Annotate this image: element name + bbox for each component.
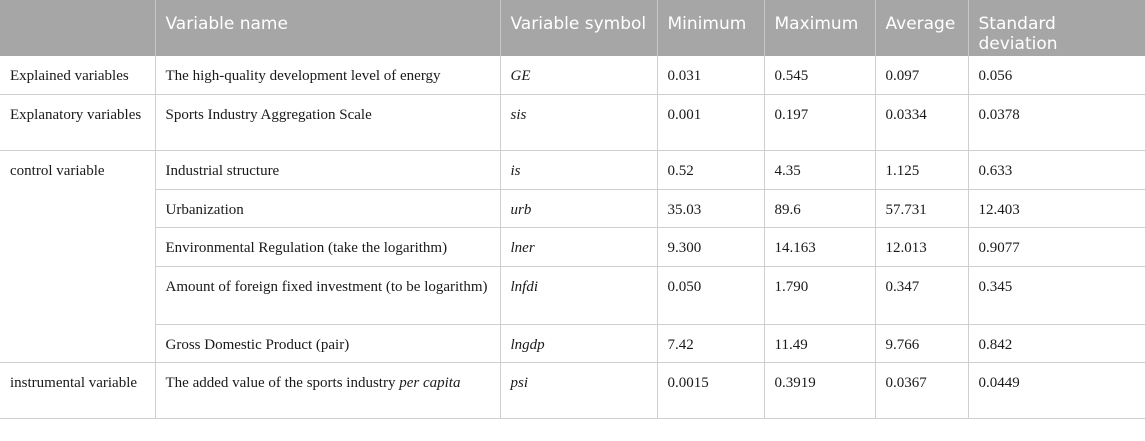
maximum-value: 14.163 xyxy=(763,227,875,267)
sd-value: 0.633 xyxy=(967,150,1145,190)
average-value: 0.347 xyxy=(874,266,968,325)
variable-name: The high-quality development level of en… xyxy=(154,56,500,95)
variable-name: Sports Industry Aggregation Scale xyxy=(154,94,500,151)
variable-symbol: sis xyxy=(499,94,657,151)
variable-name: Environmental Regulation (take the logar… xyxy=(154,227,500,267)
table-row: Explained variables The high-quality dev… xyxy=(0,56,1145,95)
table-row: Amount of foreign fixed investment (to b… xyxy=(0,266,1145,325)
sd-value: 0.0378 xyxy=(967,94,1145,151)
descriptive-statistics-table: Variable name Variable symbol Minimum Ma… xyxy=(0,0,1145,419)
sd-value: 0.0449 xyxy=(967,362,1145,419)
minimum-value: 35.03 xyxy=(656,189,764,228)
table-row: Explanatory variables Sports Industry Ag… xyxy=(0,94,1145,151)
variable-name: Gross Domestic Product (pair) xyxy=(154,324,500,363)
header-variable-name: Variable name xyxy=(154,0,500,56)
average-value: 1.125 xyxy=(874,150,968,190)
header-maximum: Maximum xyxy=(763,0,875,56)
sd-value: 0.9077 xyxy=(967,227,1145,267)
maximum-value: 1.790 xyxy=(763,266,875,325)
variable-symbol: lngdp xyxy=(499,324,657,363)
variable-name: Amount of foreign fixed investment (to b… xyxy=(154,266,500,325)
variable-name: Industrial structure xyxy=(154,150,500,190)
average-value: 57.731 xyxy=(874,189,968,228)
maximum-value: 0.545 xyxy=(763,56,875,95)
variable-symbol: psi xyxy=(499,362,657,419)
table-row: Environmental Regulation (take the logar… xyxy=(0,227,1145,267)
variable-name: Urbanization xyxy=(154,189,500,228)
variable-name-italic: per capita xyxy=(399,374,461,391)
minimum-value: 0.0015 xyxy=(656,362,764,419)
header-blank xyxy=(0,0,155,56)
minimum-value: 7.42 xyxy=(656,324,764,363)
table-row: Gross Domestic Product (pair) lngdp 7.42… xyxy=(0,324,1145,363)
sd-value: 0.056 xyxy=(967,56,1145,95)
variable-symbol: urb xyxy=(499,189,657,228)
minimum-value: 0.050 xyxy=(656,266,764,325)
maximum-value: 0.3919 xyxy=(763,362,875,419)
header-average: Average xyxy=(874,0,968,56)
variable-symbol: lner xyxy=(499,227,657,267)
variable-symbol: is xyxy=(499,150,657,190)
maximum-value: 4.35 xyxy=(763,150,875,190)
table-row: Urbanization urb 35.03 89.6 57.731 12.40… xyxy=(0,189,1145,228)
group-label: control variable xyxy=(0,150,155,363)
header-row: Variable name Variable symbol Minimum Ma… xyxy=(0,0,1145,56)
header-variable-symbol: Variable symbol xyxy=(499,0,657,56)
table-row: instrumental variable The added value of… xyxy=(0,362,1145,419)
variable-symbol: GE xyxy=(499,56,657,95)
average-value: 12.013 xyxy=(874,227,968,267)
header-minimum: Minimum xyxy=(656,0,764,56)
minimum-value: 0.52 xyxy=(656,150,764,190)
maximum-value: 89.6 xyxy=(763,189,875,228)
table-row: control variable Industrial structure is… xyxy=(0,150,1145,363)
minimum-value: 9.300 xyxy=(656,227,764,267)
average-value: 0.097 xyxy=(874,56,968,95)
maximum-value: 11.49 xyxy=(763,324,875,363)
minimum-value: 0.001 xyxy=(656,94,764,151)
minimum-value: 0.031 xyxy=(656,56,764,95)
variable-symbol: lnfdi xyxy=(499,266,657,325)
sd-value: 0.345 xyxy=(967,266,1145,325)
maximum-value: 0.197 xyxy=(763,94,875,151)
sd-value: 0.842 xyxy=(967,324,1145,363)
group-label: Explanatory variables xyxy=(0,94,155,151)
group-label: instrumental variable xyxy=(0,362,155,419)
variable-name-text: The added value of the sports industry xyxy=(165,374,400,391)
variable-name: The added value of the sports industry p… xyxy=(154,362,500,419)
group-label: Explained variables xyxy=(0,56,155,95)
average-value: 9.766 xyxy=(874,324,968,363)
sd-value: 12.403 xyxy=(967,189,1145,228)
average-value: 0.0334 xyxy=(874,94,968,151)
header-standard-deviation: Standard deviation xyxy=(967,0,1145,56)
average-value: 0.0367 xyxy=(874,362,968,419)
